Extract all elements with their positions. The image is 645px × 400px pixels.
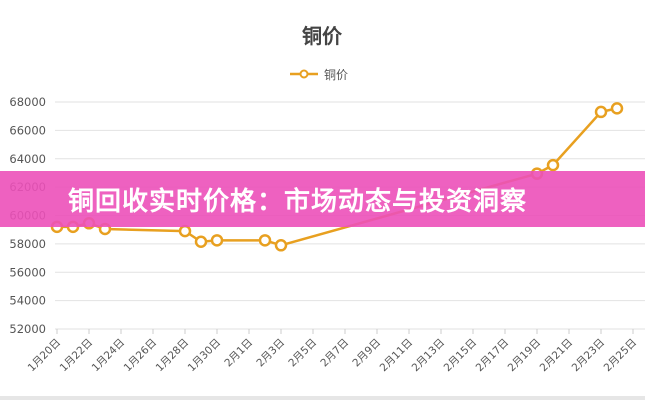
y-tick-label: 52000 — [9, 322, 46, 336]
x-tick-label: 2月7日 — [318, 337, 351, 370]
x-tick-label: 2月21日 — [538, 337, 576, 375]
bottom-divider — [0, 396, 645, 400]
y-tick-label: 64000 — [9, 152, 46, 166]
banner-text: 铜回收实时价格：市场动态与投资洞察 — [68, 186, 528, 217]
data-point — [194, 235, 208, 248]
x-tick-label: 2月1日 — [222, 337, 255, 370]
x-tick-label: 1月22日 — [58, 337, 96, 375]
y-tick-label: 68000 — [9, 95, 46, 109]
y-tick-label: 58000 — [9, 237, 46, 251]
data-point — [178, 224, 192, 238]
data-point — [274, 239, 288, 252]
x-tick-label: 1月28日 — [154, 337, 192, 375]
x-tick-label: 2月13日 — [410, 337, 448, 375]
y-tick-label: 56000 — [9, 265, 46, 279]
x-tick-label: 2月25日 — [602, 337, 640, 375]
x-tick-label: 2月15日 — [442, 337, 480, 375]
x-tick-label: 1月26日 — [122, 337, 160, 375]
x-tick-label: 2月19日 — [506, 337, 544, 375]
x-tick-label: 2月5日 — [286, 337, 319, 370]
x-tick-label: 1月24日 — [90, 337, 128, 375]
data-point — [210, 234, 224, 247]
data-point — [594, 105, 608, 119]
title-banner: 铜回收实时价格：市场动态与投资洞察 — [0, 171, 645, 227]
x-tick-label: 2月3日 — [254, 337, 287, 370]
legend-marker — [299, 69, 309, 79]
data-point — [546, 158, 560, 172]
data-point — [258, 234, 272, 247]
x-tick-label: 2月11日 — [378, 337, 416, 375]
data-point — [610, 102, 624, 115]
y-tick-label: 66000 — [9, 123, 46, 137]
x-tick-label: 1月20日 — [26, 337, 64, 375]
x-tick-label: 1月30日 — [186, 337, 224, 375]
y-tick-label: 54000 — [9, 294, 46, 308]
x-tick-label: 2月23日 — [570, 337, 608, 375]
x-tick-label: 2月17日 — [474, 337, 512, 375]
legend-label: 铜价 — [324, 67, 348, 82]
chart-title: 铜价 — [302, 24, 343, 48]
